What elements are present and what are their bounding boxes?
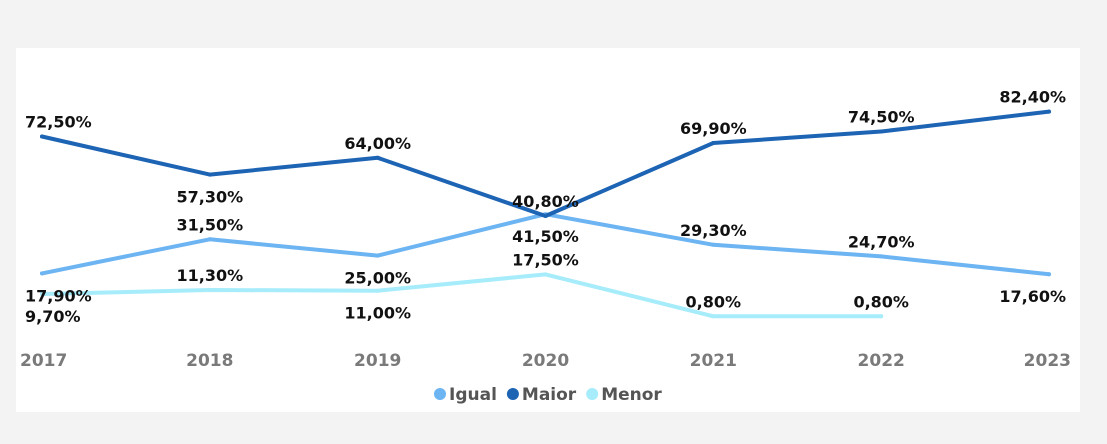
data-label-menor-2021: 0,80% (686, 292, 742, 311)
data-point-igual-2023[interactable] (1047, 272, 1051, 277)
data-point-igual-2021[interactable] (711, 242, 716, 247)
legend-item-maior[interactable]: Maior (506, 385, 577, 405)
line-chart: 17,90% 31,50% 25,00% 41,50% 29,30% 24,70% 17,6… (20, 88, 1071, 405)
data-point-maior-2017[interactable] (40, 134, 44, 139)
legend-item-menor[interactable]: Menor (586, 385, 662, 405)
data-label-igual-2017: 17,90% (25, 286, 92, 305)
x-tick-label-2022: 2022 (858, 351, 905, 371)
data-label-maior-2022: 74,50% (848, 108, 915, 127)
legend-label-menor: Menor (601, 385, 662, 405)
data-label-menor-2019: 11,00% (344, 304, 411, 323)
data-label-igual-2019: 25,00% (344, 269, 411, 288)
data-label-igual-2020: 41,50% (512, 227, 579, 246)
data-label-maior-2019: 64,00% (344, 134, 411, 153)
legend-label-maior: Maior (522, 385, 577, 405)
data-point-menor-2020[interactable] (543, 272, 548, 277)
data-point-maior-2022[interactable] (879, 129, 884, 134)
data-point-maior-2018[interactable] (207, 172, 212, 177)
data-label-menor-2017: 9,70% (25, 307, 81, 326)
data-label-maior-2023: 82,40% (999, 88, 1066, 107)
data-point-menor-2021[interactable] (711, 314, 716, 319)
legend-marker-maior (506, 388, 519, 400)
legend-item-igual[interactable]: Igual (434, 385, 497, 405)
data-label-menor-2020: 17,50% (512, 250, 579, 269)
x-tick-label-2020: 2020 (522, 351, 569, 371)
data-label-menor-2022: 0,80% (853, 292, 909, 311)
legend-marker-igual (434, 388, 446, 400)
x-tick-label-2018: 2018 (186, 351, 233, 371)
data-point-igual-2018[interactable] (207, 237, 212, 242)
data-point-maior-2019[interactable] (375, 155, 380, 160)
data-point-igual-2019[interactable] (375, 253, 380, 258)
x-tick-label-2017: 2017 (20, 351, 67, 371)
data-point-menor-2017[interactable] (40, 292, 44, 296)
legend-marker-menor (586, 388, 599, 400)
data-label-igual-2021: 29,30% (680, 221, 747, 240)
data-label-igual-2022: 24,70% (848, 232, 915, 251)
data-point-igual-2022[interactable] (879, 254, 884, 259)
data-label-maior-2021: 69,90% (680, 119, 747, 138)
x-tick-label-2021: 2021 (690, 351, 737, 371)
data-label-igual-2018: 31,50% (176, 215, 243, 234)
data-point-maior-2021[interactable] (711, 141, 716, 145)
data-label-maior-2020: 40,80% (512, 192, 579, 211)
data-point-igual-2017[interactable] (40, 271, 44, 276)
data-point-menor-2022[interactable] (879, 314, 884, 319)
data-label-igual-2023: 17,60% (999, 287, 1066, 306)
legend-label-igual: Igual (449, 385, 497, 405)
data-point-maior-2020[interactable] (543, 214, 548, 218)
data-point-menor-2019[interactable] (375, 288, 380, 293)
chart-card: 17,90% 31,50% 25,00% 41,50% 29,30% 24,70% 17,6… (16, 48, 1080, 412)
data-point-maior-2023[interactable] (1047, 109, 1051, 114)
x-tick-label-2019: 2019 (354, 351, 401, 371)
data-label-maior-2018: 57,30% (176, 188, 243, 207)
x-tick-label-2023: 2023 (1024, 351, 1071, 371)
data-label-maior-2017: 72,50% (25, 113, 92, 132)
data-label-menor-2018: 11,30% (176, 266, 243, 285)
series-line-menor (40, 272, 884, 319)
data-point-menor-2018[interactable] (207, 288, 212, 292)
